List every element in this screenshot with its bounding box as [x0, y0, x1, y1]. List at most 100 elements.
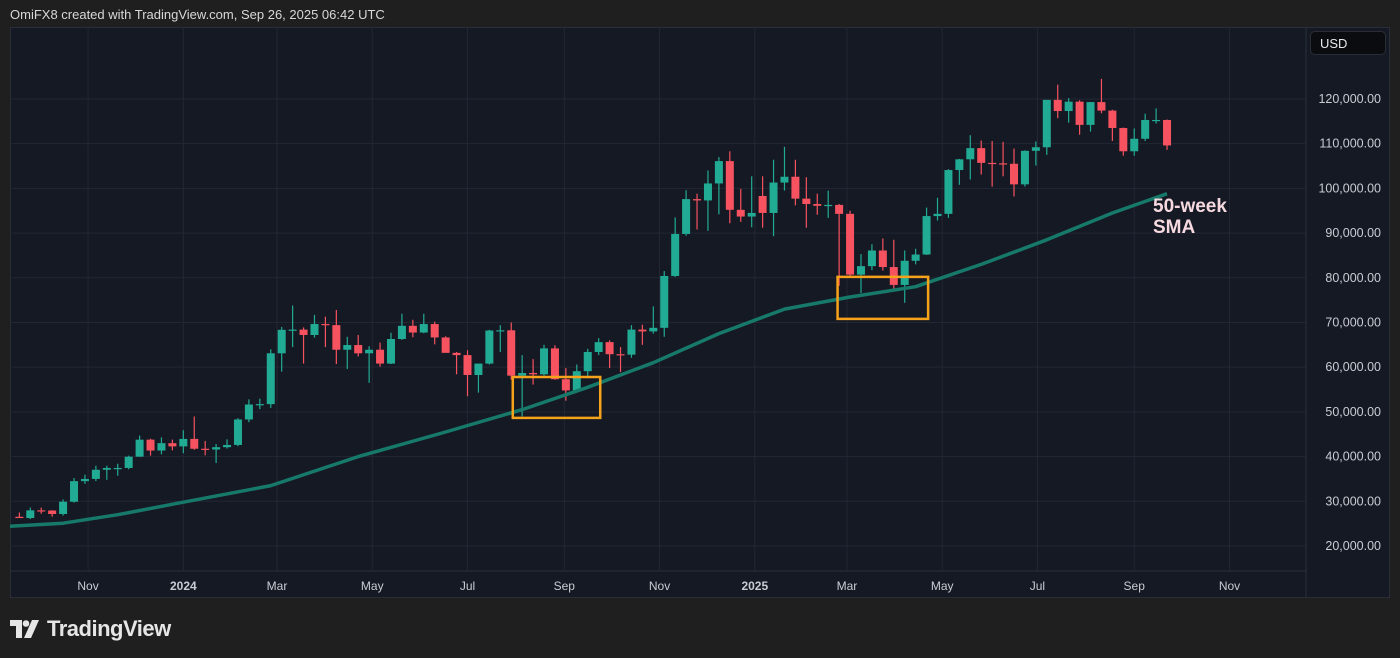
candle-body	[496, 330, 505, 332]
y-tick-label: 50,000.00	[1325, 405, 1381, 419]
tradingview-logo[interactable]: TradingView	[10, 616, 171, 642]
candle-body	[59, 501, 68, 515]
candle-body	[703, 183, 712, 201]
y-tick-label: 100,000.00	[1318, 181, 1381, 195]
y-tick-label: 80,000.00	[1325, 271, 1381, 285]
candle-body	[288, 329, 297, 331]
x-tick-label: Nov	[77, 579, 98, 593]
candle-body	[966, 148, 975, 160]
candle-body	[671, 233, 680, 276]
candle-body	[485, 330, 494, 364]
candle-body	[780, 176, 789, 183]
candle-body	[135, 439, 144, 457]
candle-body	[714, 161, 723, 184]
candle-body	[397, 325, 406, 340]
candle-body	[255, 404, 264, 406]
candle-body	[48, 510, 57, 515]
candle-body	[408, 325, 417, 333]
candle-body	[616, 354, 625, 356]
candle-body	[1141, 119, 1150, 139]
tradingview-logo-icon	[10, 620, 39, 638]
chart-credit: OmiFX8 created with TradingView.com, Sep…	[10, 7, 385, 22]
candle-body	[693, 199, 702, 201]
x-tick-label: Nov	[649, 579, 670, 593]
y-tick-label: 30,000.00	[1325, 494, 1381, 508]
candle-body	[933, 213, 942, 217]
candle-body	[179, 438, 188, 447]
candle-body	[507, 330, 516, 376]
y-tick-label: 110,000.00	[1319, 137, 1381, 151]
candle-body	[1064, 101, 1073, 112]
candle-body	[15, 516, 24, 519]
candle-body	[911, 254, 920, 261]
x-tick-label: 2025	[741, 579, 768, 593]
candle-body	[627, 329, 636, 355]
candle-body	[233, 419, 242, 445]
candle-body	[91, 469, 100, 479]
candle-body	[977, 148, 986, 163]
highlight-box	[511, 375, 602, 420]
candle-body	[944, 170, 953, 214]
candle-body	[146, 439, 155, 451]
candle-body	[802, 198, 811, 205]
x-tick-label: Mar	[837, 579, 858, 593]
plot-area	[10, 27, 1306, 571]
candle-body	[540, 348, 549, 375]
candle-body	[1152, 119, 1161, 122]
x-tick-label: Mar	[267, 579, 288, 593]
candle-body	[354, 345, 363, 354]
y-tick-label: 70,000.00	[1325, 315, 1381, 329]
x-tick-label: Jul	[1030, 579, 1045, 593]
candle-body	[80, 478, 89, 482]
candle-body	[310, 324, 319, 335]
candle-body	[824, 204, 833, 207]
candles	[15, 78, 1172, 520]
candle-body	[758, 195, 767, 213]
candle-body	[791, 176, 800, 199]
candle-body	[518, 372, 527, 376]
candle-body	[343, 345, 352, 350]
candle-body	[244, 404, 253, 420]
candle-body	[813, 204, 822, 206]
candle-body	[1097, 102, 1106, 111]
currency-button[interactable]: USD	[1310, 31, 1386, 55]
x-tick-label: 2024	[170, 579, 197, 593]
candle-body	[638, 329, 647, 332]
candle-body	[1010, 163, 1019, 185]
y-tick-label: 40,000.00	[1325, 450, 1381, 464]
candle-body	[299, 329, 308, 335]
candle-body	[212, 447, 221, 450]
candle-body	[955, 159, 964, 171]
candle-body	[900, 260, 909, 285]
candle-body	[1053, 99, 1062, 112]
candle-body	[168, 443, 177, 447]
candle-body	[550, 348, 559, 380]
x-tick-label: May	[931, 579, 954, 593]
x-tick-label: Nov	[1219, 579, 1240, 593]
sma-line	[9, 192, 1168, 529]
candle-body	[572, 371, 581, 391]
candle-body	[988, 162, 997, 165]
candle-body	[452, 352, 461, 356]
candle-body	[474, 363, 483, 375]
candle-body	[332, 325, 341, 350]
candle-body	[113, 467, 122, 470]
candle-body	[190, 438, 199, 449]
candle-body	[386, 339, 395, 364]
candle-body	[376, 349, 385, 364]
candle-body	[594, 342, 603, 352]
candle-body	[70, 481, 79, 502]
candlestick-chart[interactable]: 20,000.00 30,000.00 40,000.00 50,000.00 60,0…	[0, 0, 1400, 610]
candle-body	[736, 209, 745, 217]
price-axis	[1306, 27, 1390, 598]
candle-body	[769, 182, 778, 213]
candle-body	[201, 448, 210, 450]
sma-annotation-label: 50-week	[1153, 196, 1227, 217]
candle-body	[430, 324, 439, 338]
candle-body	[583, 351, 592, 372]
candle-body	[878, 250, 887, 268]
candle-body	[1031, 147, 1040, 151]
candle-body	[725, 161, 734, 210]
candle-body	[1119, 128, 1128, 152]
candle-body	[835, 204, 844, 214]
